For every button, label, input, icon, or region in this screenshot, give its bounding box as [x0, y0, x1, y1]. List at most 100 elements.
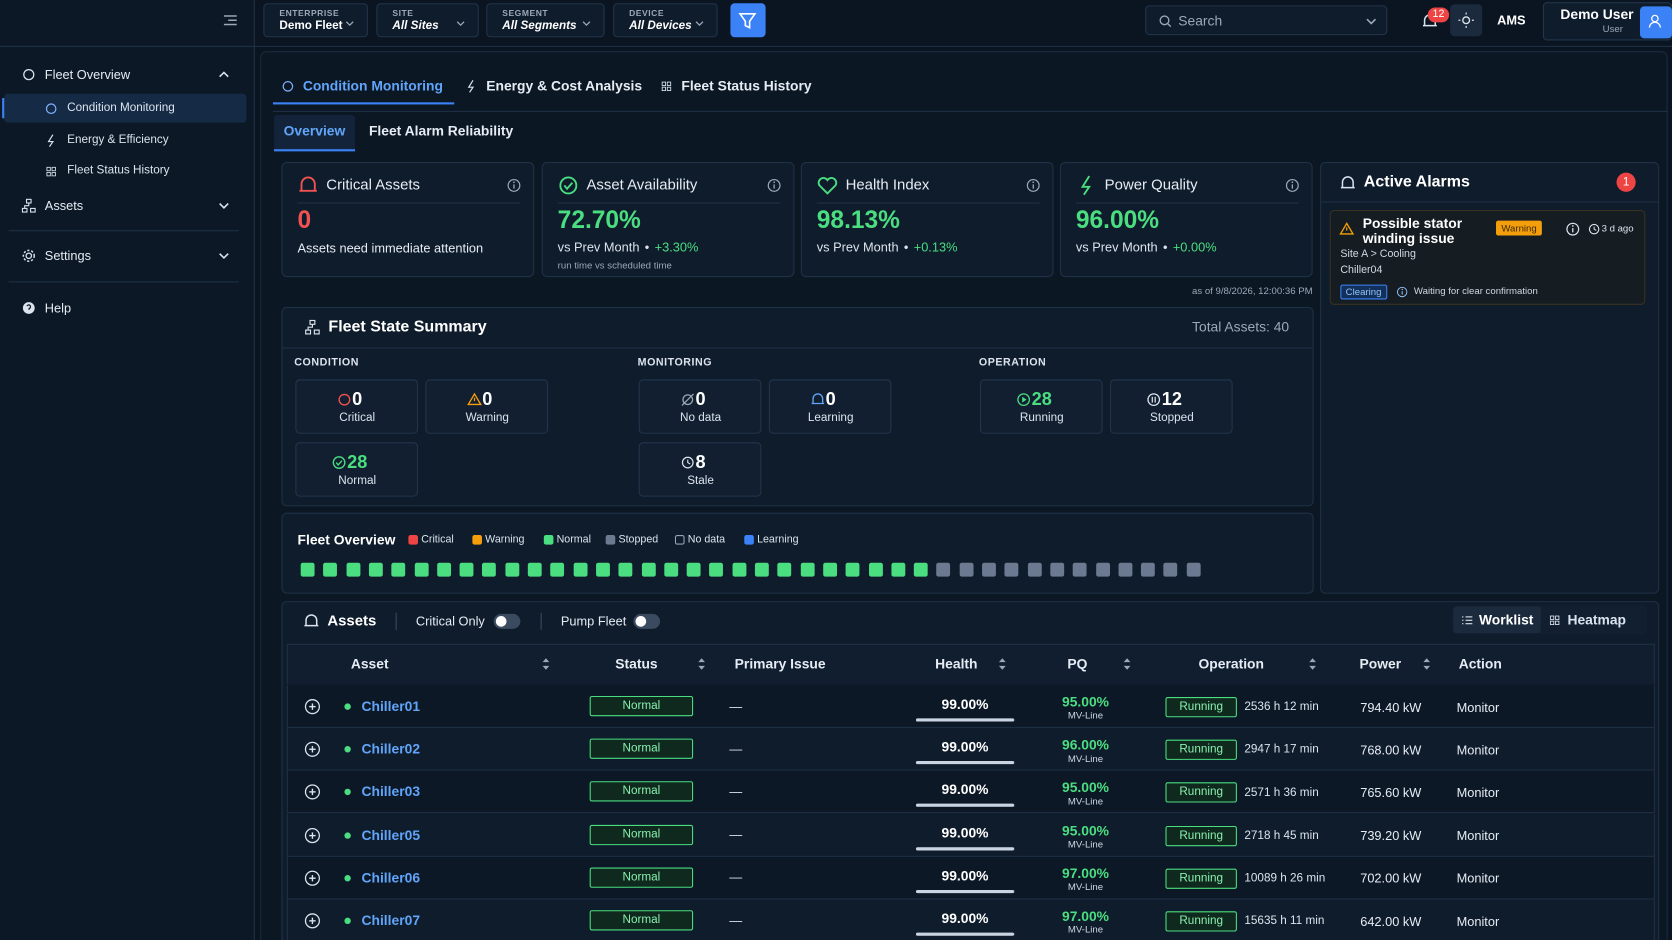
asset-tile[interactable] [800, 562, 815, 577]
asset-tile[interactable] [777, 562, 792, 577]
asset-tile[interactable] [323, 562, 338, 577]
asset-tile[interactable] [754, 562, 769, 577]
asset-tile[interactable] [936, 562, 951, 577]
action[interactable]: Monitor [1456, 785, 1500, 801]
asset-tile[interactable] [346, 562, 360, 577]
tab[interactable]: Fleet Status History [681, 77, 812, 94]
nav-subitem[interactable]: Condition Monitoring [67, 101, 175, 115]
filter-dropdown[interactable]: ENTERPRISE Demo Fleet [263, 3, 368, 38]
action[interactable]: Monitor [1456, 699, 1500, 715]
status-pill: Normal [589, 695, 694, 717]
nav-item[interactable]: Assets [44, 197, 84, 213]
asset-tile[interactable] [595, 562, 610, 577]
subtab[interactable]: Overview [283, 122, 346, 139]
asset-tile[interactable] [1095, 562, 1110, 577]
tab[interactable]: Condition Monitoring [302, 77, 443, 94]
state-cell[interactable]: 28 Running [979, 379, 1103, 434]
asset-tile[interactable] [1004, 562, 1019, 577]
view-button[interactable]: Heatmap [1567, 611, 1627, 628]
notification-badge[interactable]: 12 [1427, 7, 1450, 23]
column-header[interactable]: Status [615, 655, 658, 672]
toggle[interactable] [633, 613, 661, 629]
user-menu[interactable]: Demo User User [1542, 2, 1672, 41]
action[interactable]: Monitor [1456, 742, 1500, 758]
asset-link[interactable]: Chiller01 [361, 698, 421, 715]
nav-subitem[interactable]: Fleet Status History [67, 164, 170, 178]
state-cell[interactable]: 8 Stale [638, 442, 762, 497]
asset-tile[interactable] [686, 562, 701, 577]
tab[interactable]: Energy & Cost Analysis [486, 77, 643, 94]
state-cell[interactable]: 28 Normal [295, 442, 418, 497]
asset-tile[interactable] [823, 562, 837, 577]
asset-tile[interactable] [436, 562, 451, 577]
column-header[interactable]: Asset [350, 655, 389, 672]
asset-tile[interactable] [505, 562, 519, 577]
legend-label: Learning [757, 533, 799, 546]
column-header[interactable]: Power [1359, 655, 1402, 672]
toggle[interactable] [493, 613, 521, 629]
asset-tile[interactable] [550, 562, 565, 577]
asset-tile[interactable] [391, 562, 406, 577]
asset-tile[interactable] [1186, 562, 1201, 577]
nav-item[interactable]: Help [44, 300, 72, 315]
asset-link[interactable]: Chiller03 [361, 783, 421, 800]
column-header[interactable]: Health [935, 655, 978, 672]
asset-tile[interactable] [1027, 562, 1042, 577]
asset-tile[interactable] [1072, 562, 1087, 577]
state-cell[interactable]: 0 Warning [425, 379, 549, 434]
filter-dropdown[interactable]: SEGMENT All Segments [486, 3, 605, 38]
asset-tile[interactable] [573, 562, 588, 577]
nav-subitem[interactable]: Energy & Efficiency [67, 132, 169, 146]
subtab[interactable]: Fleet Alarm Reliability [368, 122, 514, 139]
state-cell[interactable]: 0 No data [638, 379, 762, 434]
asset-tile[interactable] [913, 562, 928, 577]
column-header[interactable]: PQ [1067, 655, 1088, 672]
asset-tile[interactable] [414, 562, 429, 577]
asset-tile[interactable] [1050, 562, 1065, 577]
asset-tile[interactable] [664, 562, 678, 577]
asset-tile[interactable] [959, 562, 974, 577]
asset-tile[interactable] [618, 562, 633, 577]
asset-link[interactable]: Chiller05 [361, 826, 421, 843]
nav-item[interactable]: Fleet Overview [44, 66, 131, 82]
asset-tile[interactable] [845, 562, 860, 577]
column-header: Action [1458, 655, 1502, 672]
filter-dropdown[interactable]: DEVICE All Devices [613, 3, 718, 38]
state-cell[interactable]: 0 Learning [768, 379, 892, 434]
asset-tile[interactable] [868, 562, 883, 577]
filter-button[interactable] [730, 3, 766, 38]
search-box[interactable]: Search [1145, 5, 1388, 36]
asset-link[interactable]: Chiller02 [361, 740, 421, 757]
asset-tile[interactable] [1141, 562, 1155, 577]
asset-tile[interactable] [368, 562, 383, 577]
asset-tile[interactable] [982, 562, 996, 577]
compare-label: vs Prev Month [1075, 239, 1158, 255]
asset-tile[interactable] [709, 562, 724, 577]
column-header[interactable]: Operation [1198, 655, 1264, 672]
asset-tile[interactable] [459, 562, 474, 577]
kpi-value: 98.13% [816, 205, 900, 234]
view-button[interactable]: Worklist [1478, 611, 1534, 628]
asset-link[interactable]: Chiller06 [361, 869, 421, 886]
asset-tile[interactable] [1118, 562, 1133, 577]
state-cell[interactable]: 0 Critical [295, 379, 418, 434]
asset-tile[interactable] [732, 562, 747, 577]
action[interactable]: Monitor [1456, 828, 1500, 844]
divider [816, 202, 1040, 204]
asset-tile[interactable] [1163, 562, 1178, 577]
action[interactable]: Monitor [1456, 871, 1500, 887]
asset-tile[interactable] [482, 562, 497, 577]
filter-dropdown[interactable]: SITE All Sites [376, 3, 479, 38]
state-count: 28 [347, 452, 368, 473]
nav-item[interactable]: Settings [44, 247, 92, 263]
alarm-card[interactable]: Possible stator winding issue Warning 3 d … [1329, 209, 1646, 305]
theme-button[interactable] [1450, 4, 1483, 37]
asset-link[interactable]: Chiller07 [361, 912, 421, 929]
action[interactable]: Monitor [1456, 913, 1500, 929]
asset-tile[interactable] [527, 562, 542, 577]
health-value: 99.00% [941, 695, 989, 712]
asset-tile[interactable] [300, 562, 315, 577]
asset-tile[interactable] [891, 562, 906, 577]
asset-tile[interactable] [641, 562, 656, 577]
state-cell[interactable]: 12 Stopped [1110, 379, 1233, 434]
